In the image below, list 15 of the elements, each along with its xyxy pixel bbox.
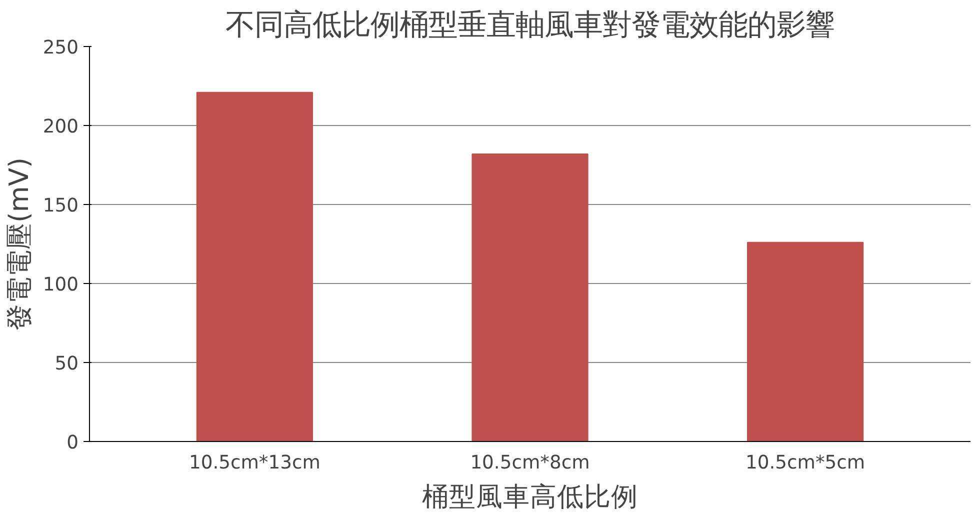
bar [196, 92, 314, 442]
chart-title: 不同高低比例桶型垂直軸風車對發電效能的影響 [226, 8, 834, 42]
y-tick-label: 200 [42, 116, 78, 138]
x-axis-title: 桶型風車高低比例 [422, 482, 638, 512]
y-tick-label: 50 [54, 354, 79, 374]
x-tick-label: 10.5cm*8cm [470, 452, 590, 474]
bar [746, 242, 864, 442]
bar [472, 153, 588, 442]
y-tick-label: 250 [42, 38, 78, 58]
y-tick-label: 0 [66, 432, 79, 454]
x-tick-label: 10.5cm*5cm [746, 452, 866, 474]
y-axis-title: 發電電壓(mV) [4, 157, 35, 330]
x-tick-label: 10.5cm*13cm [188, 452, 320, 474]
y-tick-label: 150 [42, 196, 78, 216]
y-tick-label: 100 [42, 274, 78, 296]
